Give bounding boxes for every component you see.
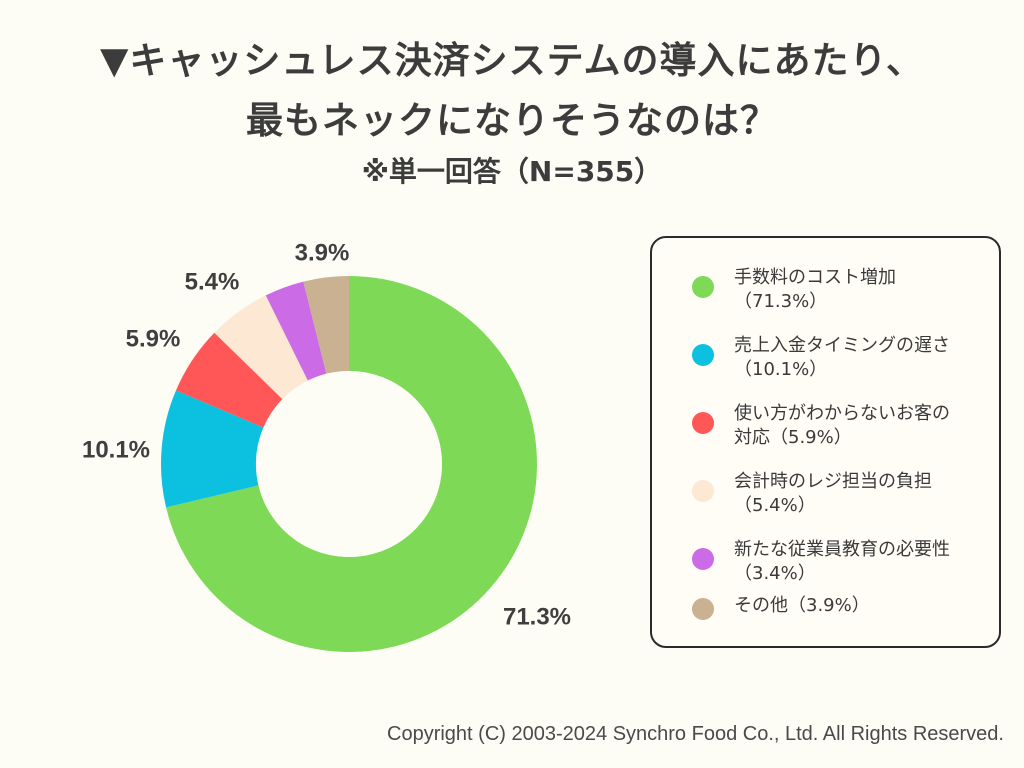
donut-chart: 71.3% 10.1% 5.9% 5.4% 3.9% — [82, 239, 571, 652]
legend-label-value: （71.3%） — [734, 291, 828, 312]
legend: 手数料のコスト増加 （71.3%） 売上入金タイミングの遅さ （10.1%） 使… — [650, 236, 1001, 648]
legend-label-value: 対応（5.9%） — [734, 427, 852, 448]
slice-fee-cost — [166, 276, 537, 652]
legend-label-value: （10.1%） — [734, 359, 828, 380]
slice-other — [303, 276, 349, 374]
slice-deposit-timing — [161, 390, 264, 508]
legend-swatch — [692, 276, 714, 298]
legend-swatch — [692, 548, 714, 570]
legend-label: 会計時のレジ担当の負担 — [734, 471, 932, 492]
chart-subtitle: ※単一回答（N=355） — [361, 155, 663, 188]
donut-hole — [256, 371, 442, 557]
data-label-customer-support: 5.9% — [126, 325, 181, 352]
slice-customer-support — [175, 332, 283, 428]
data-label-fee-cost: 71.3% — [503, 603, 571, 630]
legend-swatch — [692, 480, 714, 502]
legend-label-value: （3.4%） — [734, 563, 816, 584]
chart-title-line-2: 最もネックになりそうなのは？ — [246, 99, 778, 142]
legend-label: 手数料のコスト増加 — [734, 267, 896, 288]
legend-swatch — [692, 344, 714, 366]
data-label-deposit-timing: 10.1% — [82, 436, 150, 463]
chart-title-line-1: ▼キャッシュレス決済システムの導入にあたり、 — [99, 39, 925, 82]
data-label-other: 3.9% — [295, 239, 350, 266]
legend-swatch — [692, 412, 714, 434]
copyright-notice: Copyright (C) 2003-2024 Synchro Food Co.… — [387, 723, 1004, 745]
legend-label: その他（3.9%） — [734, 595, 870, 616]
data-label-register-burden: 5.4% — [185, 268, 240, 295]
legend-label: 新たな従業員教育の必要性 — [734, 539, 950, 560]
legend-label: 使い方がわからないお客の — [734, 403, 950, 424]
legend-label-value: （5.4%） — [734, 495, 816, 516]
slice-register-burden — [214, 295, 308, 400]
slice-staff-training — [265, 281, 327, 381]
legend-label: 売上入金タイミングの遅さ — [734, 335, 950, 356]
legend-swatch — [692, 598, 714, 620]
